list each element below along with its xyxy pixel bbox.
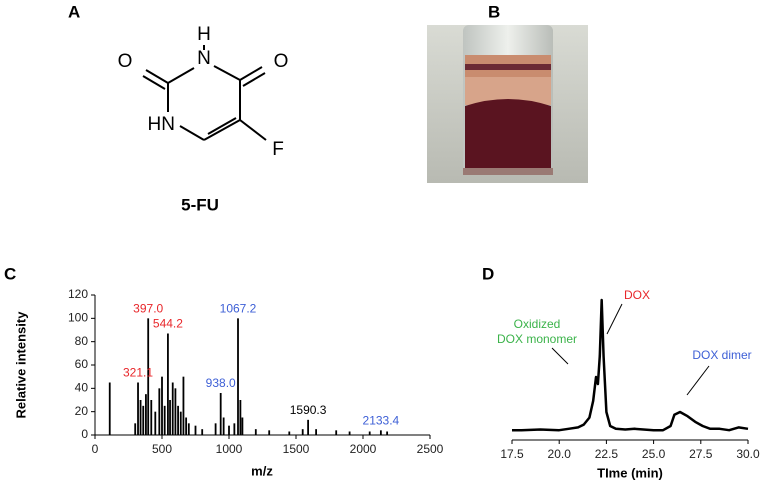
peak [139,400,142,435]
x-tick-label: 20.0 [548,447,572,461]
annotation: Oxidized [514,317,561,331]
peak [254,429,257,435]
x-tick-label: 17.5 [500,447,524,461]
panel-label: C [4,264,16,283]
panel-label: A [68,2,80,21]
annotation: DOX monomer [497,332,577,346]
x-tick-label: 500 [152,442,172,456]
x-tick-label: 2000 [350,442,377,456]
peak [301,429,304,435]
y-tick-label: 100 [68,311,88,325]
annotation: DOX [624,288,650,302]
peak [315,429,317,435]
y-axis-title: Relative intensity [13,311,28,419]
x-axis-title: TIme (min) [597,465,663,480]
peak-label: 397.0 [133,302,163,316]
atom: N [197,48,211,69]
peak [177,405,179,435]
y-tick-label: 40 [75,381,89,395]
y-tick-label: 0 [81,427,88,441]
peak [335,430,338,435]
line-series [512,298,749,432]
atom: HN [148,114,175,135]
peak-label: 544.2 [153,317,183,331]
peak [233,423,236,435]
panel-label: D [482,264,494,283]
peak [137,382,139,435]
peak [150,400,153,435]
peak [179,411,182,435]
x-tick-label: 0 [92,442,99,456]
peak [219,393,222,435]
peak [307,419,310,435]
x-tick-label: 25.0 [642,447,666,461]
peak [228,425,230,435]
peak [174,388,177,435]
peak [167,333,169,435]
peak-label: 1067.2 [220,302,257,316]
peak [158,388,161,435]
peak [379,430,382,435]
peak [368,431,371,435]
y-tick-label: 80 [75,334,89,348]
peak [185,417,188,435]
y-tick-label: 120 [68,287,88,301]
peak [201,429,204,435]
peak [194,425,197,435]
peak [187,423,190,435]
peak-label: 1590.3 [290,403,327,417]
x-tick-label: 1000 [216,442,243,456]
peak [147,318,150,435]
peak [288,431,291,435]
photo [427,25,588,183]
annotation: DOX dimer [692,348,751,362]
peak [237,318,239,435]
peak [161,376,163,435]
x-tick-label: 30.0 [736,447,760,461]
leader-lines [551,303,710,396]
atom: O [274,51,289,72]
peak-label: 938.0 [206,376,236,390]
panel-label: B [488,2,500,21]
x-axis-title: m/z [251,463,273,478]
x-tick-label: 1500 [283,442,310,456]
peak [182,376,185,435]
atom: H [197,24,211,45]
peak [239,400,242,435]
structure-name: 5-FU [181,195,219,214]
x-tick-label: 2500 [417,442,444,456]
y-tick-label: 60 [75,357,89,371]
peak [169,400,171,435]
peak [134,423,137,435]
atom: O [118,51,133,72]
peak [268,430,271,435]
structure [142,45,267,141]
peak [171,382,174,435]
peak [214,423,217,435]
y-tick-label: 20 [75,404,89,418]
peak-label: 2133.4 [363,414,400,428]
peak [222,417,225,435]
peak [241,417,244,435]
peak [386,431,389,435]
peak [108,382,111,435]
atom: F [272,139,284,160]
peak [142,405,145,435]
peak-label: 321.1 [123,366,153,380]
peak [163,405,166,435]
x-tick-label: 27.5 [689,447,713,461]
peak [154,411,157,435]
peak [348,431,351,435]
x-tick-label: 22.5 [595,447,619,461]
peak [145,394,147,435]
